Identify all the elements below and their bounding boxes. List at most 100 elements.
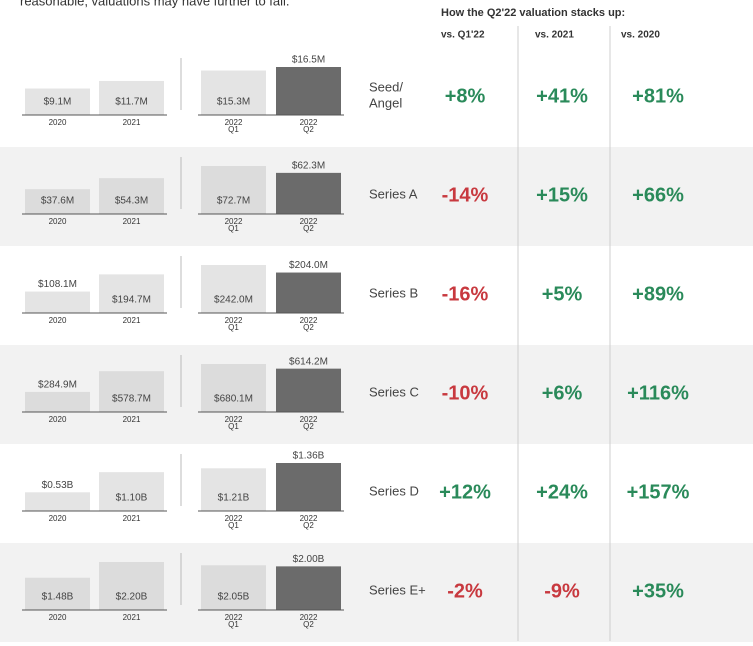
change-value: -10% <box>442 382 489 404</box>
bar <box>25 391 90 412</box>
category-label: 2021 <box>123 514 141 523</box>
change-value: +6% <box>542 382 583 404</box>
value-label: $284.9M <box>38 380 77 391</box>
bar <box>276 272 341 313</box>
bar <box>25 577 90 610</box>
bar <box>99 371 164 412</box>
bar <box>99 178 164 214</box>
change-value: +15% <box>536 184 588 206</box>
value-label: $578.7M <box>112 394 151 405</box>
bar <box>25 492 90 511</box>
category-label: 2022 <box>300 415 318 424</box>
value-label: $72.7M <box>217 196 250 207</box>
value-label: $37.6M <box>41 196 74 207</box>
stage-label: Seed/ <box>369 79 403 94</box>
category-label: Q2 <box>303 323 314 332</box>
category-label: 2020 <box>49 613 67 622</box>
category-label: 2022 <box>300 118 318 127</box>
change-value: +5% <box>542 283 583 305</box>
category-label: Q1 <box>228 521 239 530</box>
category-label: Q1 <box>228 620 239 629</box>
category-label: 2022 <box>300 613 318 622</box>
value-label: $54.3M <box>115 196 148 207</box>
bar <box>25 88 90 115</box>
category-label: 2022 <box>225 514 243 523</box>
value-label: $16.5M <box>292 55 325 66</box>
bar <box>276 566 341 610</box>
bar <box>201 565 266 610</box>
value-label: $9.1M <box>44 97 72 108</box>
change-value: -14% <box>442 184 489 206</box>
bar <box>99 274 164 313</box>
change-value: -2% <box>447 580 483 602</box>
bar <box>276 67 341 115</box>
change-value: -9% <box>544 580 580 602</box>
value-label: $680.1M <box>214 394 253 405</box>
category-label: 2022 <box>225 415 243 424</box>
bar <box>276 463 341 511</box>
category-label: 2022 <box>300 316 318 325</box>
category-label: Q2 <box>303 521 314 530</box>
bar <box>99 472 164 511</box>
value-label: $1.10B <box>116 493 148 504</box>
bar <box>201 468 266 511</box>
category-label: 2022 <box>300 514 318 523</box>
column-header: vs. 2021 <box>535 30 574 41</box>
change-value: +24% <box>536 481 588 503</box>
value-label: $11.7M <box>115 97 148 108</box>
intro-text: reasonable, valuations may have further … <box>20 0 290 8</box>
category-label: 2020 <box>49 217 67 226</box>
bar <box>25 291 90 313</box>
category-label: 2022 <box>300 217 318 226</box>
category-label: 2022 <box>225 118 243 127</box>
value-label: $1.21B <box>218 493 250 504</box>
category-label: 2020 <box>49 415 67 424</box>
category-label: 2020 <box>49 316 67 325</box>
table-title: How the Q2'22 valuation stacks up: <box>441 7 625 19</box>
category-label: 2021 <box>123 613 141 622</box>
stage-label: Series D <box>369 483 419 498</box>
stage-label: Series E+ <box>369 582 426 597</box>
column-header: vs. 2020 <box>621 30 660 41</box>
stage-label: Series C <box>369 384 419 399</box>
value-label: $108.1M <box>38 279 77 290</box>
column-header: vs. Q1'22 <box>441 30 485 41</box>
change-value: +116% <box>627 382 689 404</box>
category-label: 2021 <box>123 316 141 325</box>
value-label: $614.2M <box>289 356 328 367</box>
value-label: $62.3M <box>292 161 325 172</box>
value-label: $0.53B <box>42 480 74 491</box>
value-label: $2.05B <box>218 592 250 603</box>
category-label: Q1 <box>228 224 239 233</box>
bar <box>201 265 266 313</box>
bar <box>201 166 266 214</box>
change-value: -16% <box>442 283 489 305</box>
category-label: 2021 <box>123 415 141 424</box>
change-value: +41% <box>536 85 588 107</box>
bar <box>99 80 164 115</box>
bar <box>276 172 341 214</box>
stage-label: Series A <box>369 186 418 201</box>
category-label: Q1 <box>228 125 239 134</box>
change-value: +66% <box>632 184 684 206</box>
value-label: $2.00B <box>293 554 325 565</box>
category-label: Q1 <box>228 323 239 332</box>
category-label: Q1 <box>228 422 239 431</box>
value-label: $242.0M <box>214 295 253 306</box>
change-value: +12% <box>439 481 491 503</box>
bar <box>201 364 266 412</box>
category-label: 2022 <box>225 613 243 622</box>
change-value: +81% <box>632 85 684 107</box>
category-label: Q2 <box>303 422 314 431</box>
value-label: $2.20B <box>116 592 148 603</box>
value-label: $1.48B <box>42 592 74 603</box>
category-label: 2020 <box>49 514 67 523</box>
bar <box>201 70 266 115</box>
change-value: +89% <box>632 283 684 305</box>
bar <box>99 562 164 610</box>
category-label: 2022 <box>225 316 243 325</box>
category-label: Q2 <box>303 224 314 233</box>
change-value: +35% <box>632 580 684 602</box>
change-value: +8% <box>445 85 486 107</box>
